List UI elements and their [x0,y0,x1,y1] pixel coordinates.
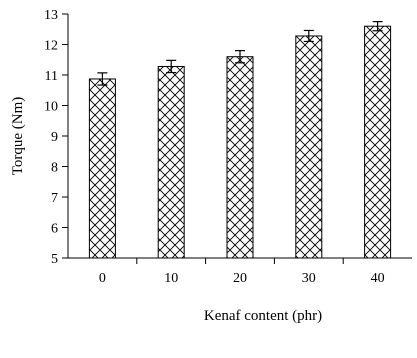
bar-30 [295,35,323,259]
y-tick-label: 12 [44,39,58,54]
x-tick-label: 30 [302,271,316,286]
y-tick-label: 13 [44,8,58,23]
y-tick-label: 8 [51,161,58,176]
y-tick-label: 5 [51,252,58,267]
bar-10 [157,65,185,259]
x-tick-label: 40 [371,271,385,286]
y-axis-ticks: 5 6 7 8 9 10 11 12 13 [44,8,68,267]
error-bar-10 [166,59,177,74]
error-bar-0 [97,72,108,86]
x-axis-title: Kenaf content (phr) [204,308,322,324]
x-tick-label: 10 [164,271,178,286]
error-bars [97,21,383,86]
x-axis-ticks: 0 10 20 30 40 [99,258,385,286]
y-axis-title: Torque (Nm) [10,97,26,176]
error-bar-30 [303,29,314,43]
bar-40 [364,25,392,259]
bar-0 [88,78,116,259]
y-tick-label: 9 [51,130,58,145]
error-bar-40 [372,21,383,32]
y-tick-label: 11 [45,69,58,84]
x-tick-label: 20 [233,271,247,286]
y-tick-label: 6 [51,222,58,237]
x-tick-label: 0 [99,271,106,286]
y-tick-label: 10 [44,100,58,115]
bar-20 [226,56,254,259]
error-bar-20 [235,49,245,64]
y-tick-label: 7 [51,191,58,206]
